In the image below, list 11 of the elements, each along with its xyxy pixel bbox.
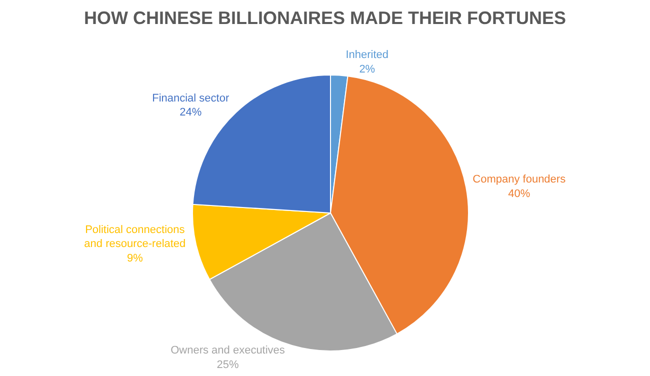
data-label: 40% (508, 188, 530, 200)
chart-title: HOW CHINESE BILLIONAIRES MADE THEIR FORTUNES (84, 8, 566, 28)
slice-label: Political connections and resource-related (84, 224, 186, 250)
data-label: 24% (180, 106, 202, 119)
slice-label: Financial sector (152, 92, 230, 104)
slice-label: Inherited (346, 49, 389, 62)
slice-label: Owners and executives (170, 344, 286, 356)
data-label: 25% (216, 358, 239, 371)
data-label: 2% (359, 63, 376, 76)
slice-label: Company founders (472, 174, 566, 186)
data-label: 9% (126, 252, 144, 264)
